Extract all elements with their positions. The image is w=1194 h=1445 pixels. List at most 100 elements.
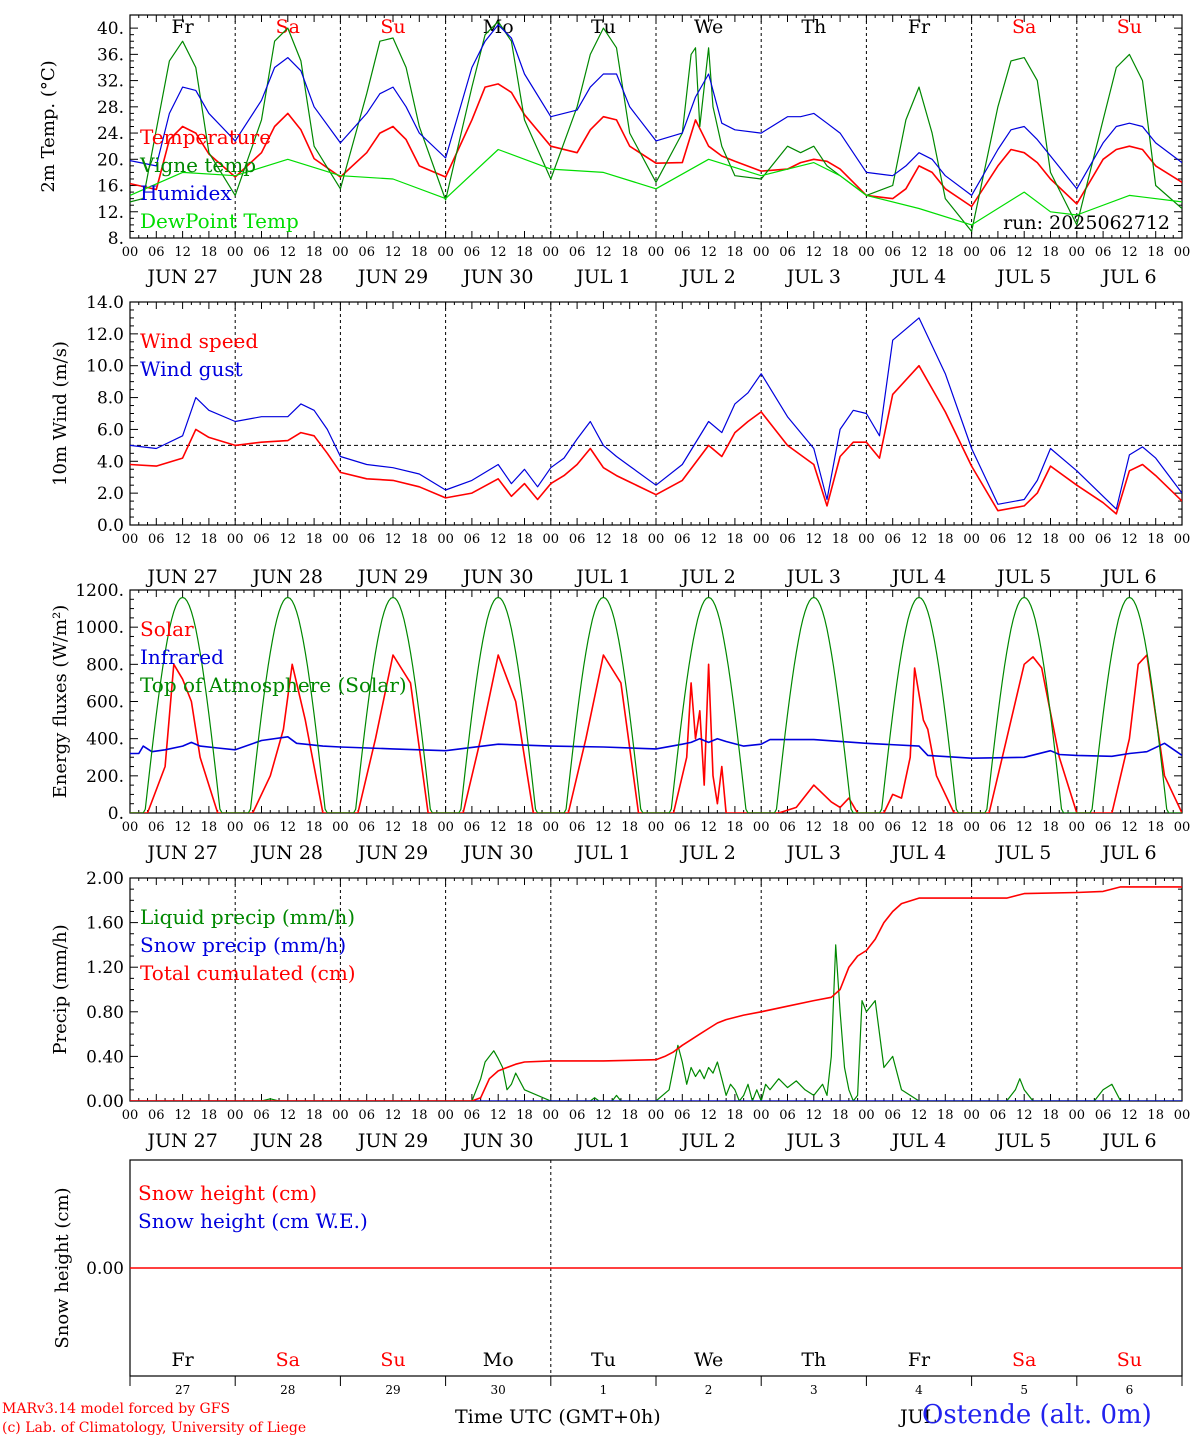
hour-label: 18 — [306, 820, 323, 835]
hour-label: 18 — [306, 1108, 323, 1123]
date-label: JUL 5 — [995, 842, 1051, 864]
hour-label: 06 — [569, 1108, 586, 1123]
y-tick-label: 6.0 — [97, 420, 124, 440]
hour-label: 12 — [911, 532, 928, 547]
date-label: JUL 4 — [890, 266, 946, 288]
hour-label: 12 — [700, 1108, 717, 1123]
day-of-week-label: Tu — [591, 1349, 616, 1371]
hour-label: 12 — [595, 1108, 612, 1123]
hour-label: 00 — [1174, 245, 1191, 260]
date-label: JUL 3 — [785, 566, 841, 588]
hour-label: 18 — [1147, 245, 1164, 260]
date-label: JUL 6 — [1100, 566, 1156, 588]
legend-entry: Snow height (cm W.E.) — [138, 1209, 368, 1233]
y-axis-label: Precip (mm/h) — [50, 924, 71, 1054]
day-of-week-label: Th — [801, 1349, 826, 1371]
series-line — [130, 21, 1182, 232]
legend-entry: Humidex — [140, 181, 232, 205]
hour-label: 06 — [358, 245, 375, 260]
date-label: JUN 29 — [356, 266, 428, 288]
hour-label: 06 — [990, 820, 1007, 835]
day-number: 4 — [915, 1383, 923, 1397]
panel-snow: 0.00 Snow height (cm) 27 28 29 30 1 2 3 4 5 6 Fr Sa Su… — [52, 1159, 1183, 1397]
series-line — [130, 148, 1182, 226]
hour-label: 00 — [332, 820, 349, 835]
hour-label: 12 — [490, 1108, 507, 1123]
month-label-partial: JUL — [900, 1406, 937, 1428]
y-axis-label: Snow height (cm) — [52, 1187, 73, 1348]
hour-label: 00 — [648, 820, 665, 835]
hour-label: 18 — [306, 245, 323, 260]
hour-label: 00 — [648, 245, 665, 260]
y-tick-label: 200. — [86, 767, 124, 787]
day-number: 29 — [385, 1383, 400, 1397]
day-number: 28 — [280, 1383, 295, 1397]
day-of-week-label: Fr — [908, 1349, 931, 1371]
y-tick-label: 12. — [97, 203, 124, 223]
hour-label: 06 — [1095, 245, 1112, 260]
hour-label: 12 — [595, 245, 612, 260]
hour-label: 00 — [858, 1108, 875, 1123]
date-label: JUL 1 — [574, 266, 630, 288]
hour-label: 18 — [516, 532, 533, 547]
hour-label: 12 — [1016, 245, 1033, 260]
hour-label: 06 — [990, 245, 1007, 260]
date-label: JUL 6 — [1100, 266, 1156, 288]
hour-label: 12 — [700, 820, 717, 835]
hour-label: 18 — [1042, 820, 1059, 835]
day-of-week-label: Tu — [591, 16, 616, 38]
y-tick-label: 8. — [108, 229, 124, 249]
series-line — [130, 83, 1182, 208]
hour-label: 18 — [1042, 532, 1059, 547]
day-number: 6 — [1126, 1383, 1134, 1397]
hour-label: 06 — [253, 245, 270, 260]
hour-label: 12 — [1121, 820, 1138, 835]
hour-label: 00 — [1069, 820, 1086, 835]
hour-label: 00 — [858, 245, 875, 260]
hour-label: 06 — [674, 245, 691, 260]
y-tick-label: 14.0 — [86, 293, 124, 313]
hour-label: 00 — [437, 1108, 454, 1123]
hour-label: 00 — [332, 245, 349, 260]
hour-label: 00 — [122, 1108, 139, 1123]
hour-label: 18 — [1147, 532, 1164, 547]
hour-label: 18 — [201, 532, 218, 547]
day-of-week-label: Sa — [276, 1349, 300, 1371]
hour-label: 12 — [490, 820, 507, 835]
hour-label: 18 — [832, 820, 849, 835]
y-tick-label: 12.0 — [86, 325, 124, 345]
hour-label: 00 — [858, 532, 875, 547]
legend-entry: Snow height (cm) — [138, 1181, 317, 1205]
date-label: JUL 1 — [574, 566, 630, 588]
hour-label: 06 — [779, 820, 796, 835]
series-line — [130, 736, 1182, 759]
hour-label: 18 — [411, 532, 428, 547]
hour-label: 00 — [437, 820, 454, 835]
hour-label: 00 — [122, 245, 139, 260]
hour-label: 00 — [963, 820, 980, 835]
hour-label: 12 — [174, 245, 191, 260]
hour-label: 00 — [122, 532, 139, 547]
legend-entry: Vigne temp — [139, 153, 256, 177]
date-label: JUL 3 — [785, 266, 841, 288]
date-label: JUL 4 — [890, 1130, 946, 1152]
day-of-week-label: Su — [1117, 16, 1142, 38]
hour-label: 18 — [411, 820, 428, 835]
hour-label: 12 — [806, 245, 823, 260]
y-tick-label: 1200. — [75, 581, 124, 601]
hour-label: 06 — [990, 532, 1007, 547]
hour-label: 18 — [516, 820, 533, 835]
day-of-week-label: Fr — [171, 1349, 194, 1371]
date-label: JUN 28 — [251, 266, 323, 288]
hour-label: 12 — [1016, 1108, 1033, 1123]
hour-label: 18 — [516, 245, 533, 260]
credit-line-1: MARv3.14 model forced by GFS — [2, 1401, 231, 1417]
day-of-week-label: Su — [1117, 1349, 1142, 1371]
hour-label: 00 — [1174, 820, 1191, 835]
legend-entry: Wind gust — [140, 357, 243, 381]
legend-entry: Total cumulated (cm) — [140, 961, 356, 985]
y-tick-label: 1000. — [75, 618, 124, 638]
hour-label: 18 — [727, 1108, 744, 1123]
hour-label: 18 — [621, 1108, 638, 1123]
hour-label: 00 — [437, 245, 454, 260]
